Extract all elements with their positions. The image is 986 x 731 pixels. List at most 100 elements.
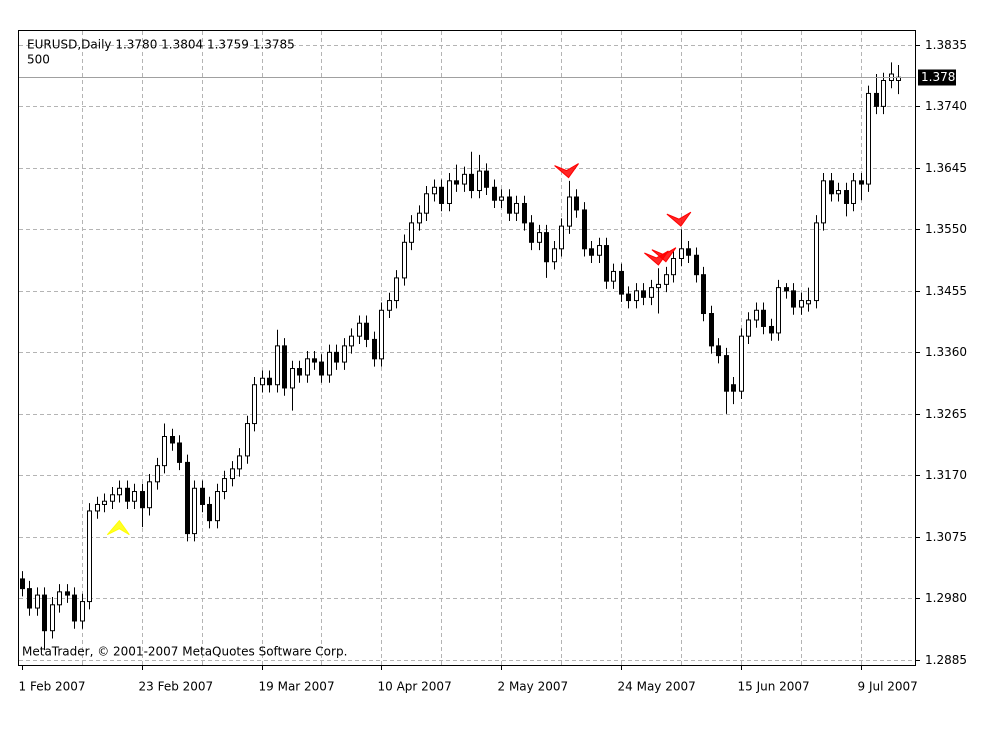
candle-body [776, 287, 781, 334]
candle-body [769, 325, 774, 334]
candle-body [72, 594, 77, 622]
candle-body [267, 377, 272, 386]
candle-body [859, 180, 864, 185]
candle-body [432, 186, 437, 195]
candle-body [709, 313, 714, 347]
candle-body [507, 196, 512, 214]
candle-body [349, 335, 354, 347]
candle-body [844, 190, 849, 204]
y-tick-label: 1.3170 [925, 468, 967, 482]
signal-arrow [651, 247, 677, 263]
candle-body [207, 503, 212, 522]
candle-body [80, 601, 85, 622]
candle-body [671, 257, 676, 276]
candle-body [611, 270, 616, 282]
candle-body [260, 377, 265, 386]
candle-body [701, 274, 706, 315]
candle-body [529, 222, 534, 243]
candle-body [874, 92, 879, 107]
y-tick-label: 1.3265 [925, 407, 967, 421]
candle-body [754, 309, 759, 321]
candle-body [552, 248, 557, 263]
y-tick-label: 1.2980 [925, 591, 967, 605]
candle-body [836, 190, 841, 195]
x-tick-label: 23 Feb 2007 [139, 680, 214, 694]
candle-body [327, 351, 332, 376]
candle-body [27, 588, 32, 609]
candle-body [499, 196, 504, 201]
candle-body [791, 290, 796, 308]
candle-body [222, 478, 227, 493]
candle-body [394, 277, 399, 302]
candle-body [372, 338, 377, 360]
x-tick-label: 24 May 2007 [618, 680, 696, 694]
candle-body [185, 461, 190, 535]
candle-body [829, 180, 834, 195]
candle-body [761, 309, 766, 327]
candle-body [484, 170, 489, 188]
x-tick-label: 2 May 2007 [498, 680, 569, 694]
candle-body [454, 180, 459, 185]
y-tick-label: 1.3550 [925, 222, 967, 236]
candle-body [252, 384, 257, 425]
signal-arrow [666, 211, 692, 227]
candle-body [589, 248, 594, 256]
candle-body [746, 319, 751, 337]
candle-body [379, 309, 384, 360]
candle-body [492, 186, 497, 201]
candle-body [574, 196, 579, 211]
candle-body [851, 180, 856, 204]
candle-body [155, 465, 160, 483]
candle-body [387, 300, 392, 311]
candle-body [230, 468, 235, 480]
candle-body [821, 180, 826, 224]
candle-body [582, 209, 587, 250]
grid [19, 31, 915, 665]
candle-body [544, 232, 549, 263]
candle-body [245, 423, 250, 457]
candle-body [102, 500, 107, 505]
candle-body [147, 481, 152, 509]
candle-body [716, 345, 721, 357]
copyright-annotation: MetaTrader, © 2001-2007 MetaQuotes Softw… [22, 645, 347, 659]
y-tick-label: 1.3740 [925, 99, 967, 113]
candle-body [110, 494, 115, 502]
candle-body [731, 384, 736, 392]
candle-body [192, 487, 197, 535]
x-tick-label: 9 Jul 2007 [858, 680, 918, 694]
signal-arrow [554, 163, 579, 179]
candle-body [275, 345, 280, 386]
y-tick-label: 1.3645 [925, 161, 967, 175]
candle-body [866, 92, 871, 185]
candle-body [424, 193, 429, 214]
candle-body [641, 290, 646, 298]
x-tick-label: 1 Feb 2007 [19, 680, 86, 694]
y-tick-label: 1.2885 [925, 653, 967, 667]
candle-body [724, 355, 729, 392]
candle-body [649, 287, 654, 298]
plot-area [18, 30, 916, 666]
candle-body [140, 491, 145, 509]
candle-body [447, 180, 452, 204]
candle-body [334, 351, 339, 363]
candle-body [694, 254, 699, 276]
candle-body [477, 170, 482, 192]
candle-body [170, 436, 175, 444]
candle-body [806, 300, 811, 305]
x-tick-label: 19 Mar 2007 [259, 680, 335, 694]
candle-body [409, 222, 414, 243]
candle-body [87, 510, 92, 603]
candle-body [439, 186, 444, 204]
y-tick-label: 1.3075 [925, 530, 967, 544]
candle-body [597, 245, 602, 256]
signal-arrow [106, 519, 130, 536]
last-price-label: 1.3785 [921, 70, 963, 84]
candle-body [20, 578, 25, 590]
candles [20, 62, 901, 651]
candle-body [417, 212, 422, 224]
candle-body [784, 287, 789, 292]
candle-body [799, 300, 804, 308]
candle-body [462, 173, 467, 185]
candle-body [686, 248, 691, 256]
